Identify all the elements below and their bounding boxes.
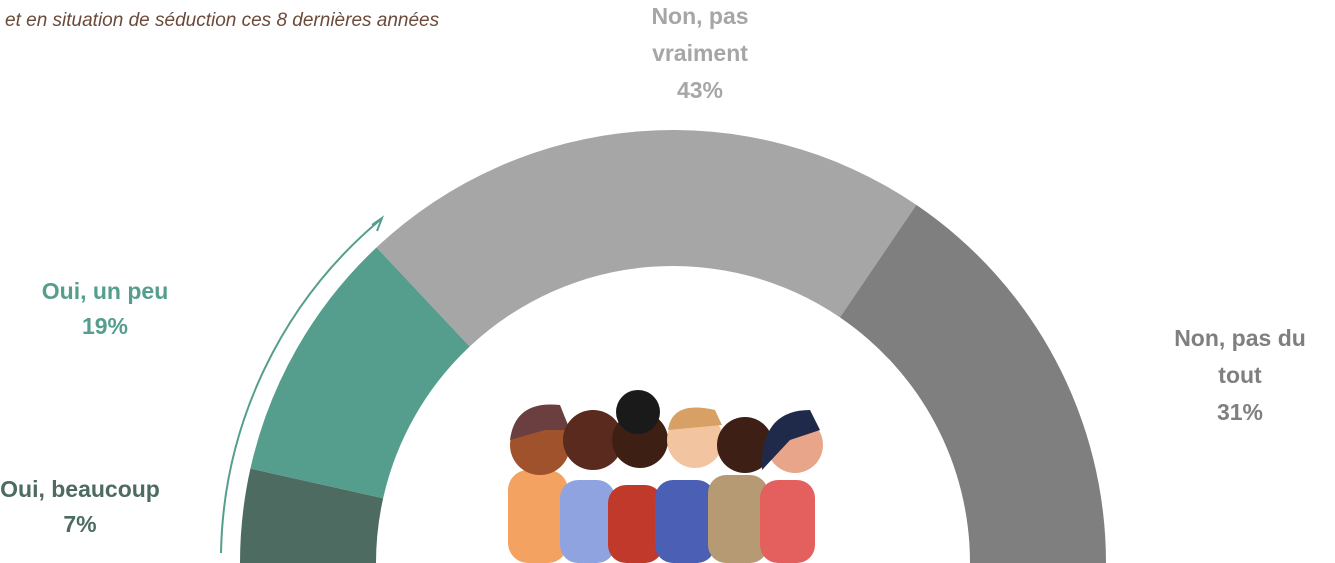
- arrow-head: [372, 218, 382, 231]
- category-line: Non, pas: [651, 3, 748, 29]
- category-label: Oui, beaucoup: [0, 476, 160, 502]
- value-label: 19%: [82, 313, 128, 339]
- value-label: 7%: [63, 511, 96, 537]
- category-line: Non, pas du: [1174, 325, 1306, 351]
- value-label: 43%: [677, 77, 723, 103]
- value-label: 31%: [1217, 399, 1263, 425]
- category-label: Oui, un peu: [42, 278, 169, 304]
- people-illustration: [508, 390, 823, 563]
- arc-segment: [377, 130, 917, 346]
- page: {"chart_data": {"type": "half-donut", "s…: [0, 0, 1335, 563]
- category-label: Non, pas du tout: [1174, 325, 1306, 388]
- category-line: tout: [1218, 362, 1262, 388]
- category-line: vraiment: [652, 40, 748, 66]
- chart: Oui, beaucoup 7% Oui, un peu 19% Non, pas vra…: [0, 0, 1335, 563]
- category-label: Non, pas vraiment: [651, 3, 748, 66]
